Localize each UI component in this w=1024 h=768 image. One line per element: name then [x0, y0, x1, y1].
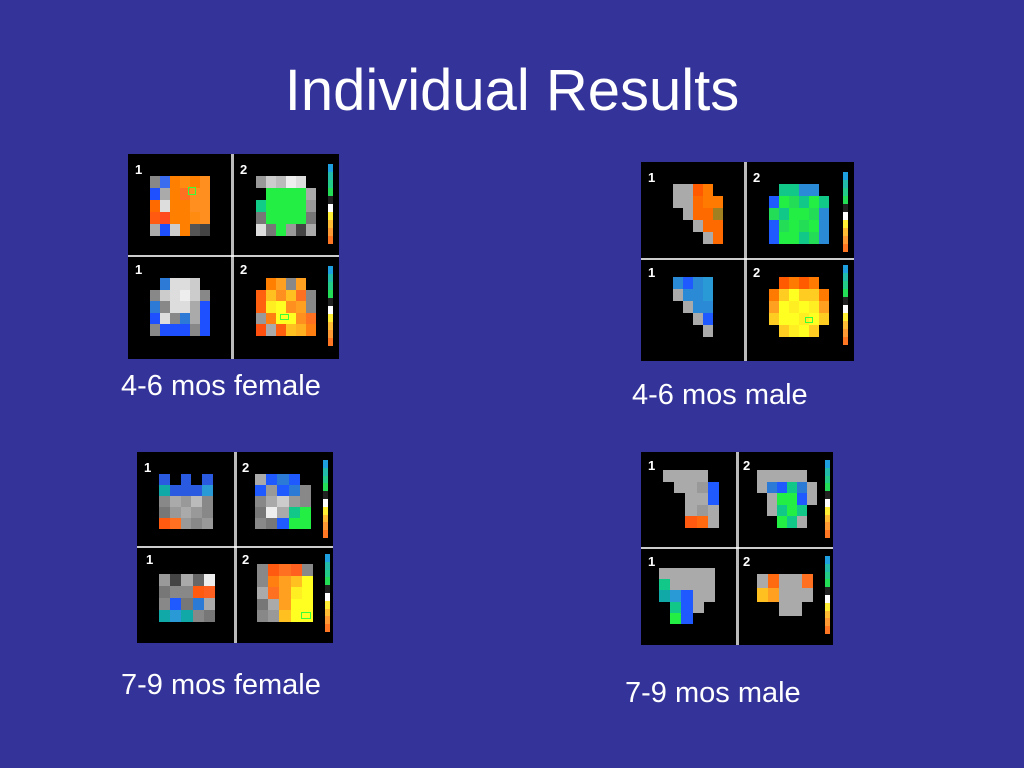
panel-label-2: 2 — [240, 162, 248, 177]
activation-map — [255, 474, 311, 529]
panel-label-1: 1 — [135, 262, 143, 277]
panel-label-2: 2 — [242, 460, 250, 475]
panel-label-2: 2 — [743, 554, 751, 569]
activation-map — [769, 184, 829, 244]
activation-map — [757, 574, 813, 616]
color-scale — [328, 266, 333, 346]
panel-label-2: 2 — [242, 552, 250, 567]
activation-map — [769, 277, 829, 337]
color-scale — [825, 460, 830, 538]
activation-map — [659, 568, 715, 624]
panel-label-2: 2 — [753, 265, 761, 280]
caption-7-9-mos-female: 7-9 mos female — [121, 669, 321, 701]
color-scale — [825, 556, 830, 634]
caption-4-6-mos-female: 4-6 mos female — [121, 370, 321, 402]
panel-label-2: 2 — [743, 458, 751, 473]
panel-label-2: 2 — [240, 262, 248, 277]
panel-label-1: 1 — [648, 170, 656, 185]
activation-map — [256, 176, 316, 236]
panel-label-1: 1 — [135, 162, 143, 177]
activation-map — [663, 277, 723, 337]
figure-7-9-mos-female: 1 2 1 2 — [137, 452, 333, 643]
color-scale — [325, 554, 330, 632]
panel-label-1: 1 — [648, 554, 656, 569]
activation-map — [159, 574, 215, 622]
color-scale — [843, 265, 848, 345]
activation-map — [663, 470, 719, 528]
color-scale — [323, 460, 328, 538]
figure-4-6-mos-female: 1 2 1 2 — [128, 154, 339, 359]
activation-map — [757, 470, 817, 528]
caption-7-9-mos-male: 7-9 mos male — [625, 677, 801, 709]
activation-map — [257, 564, 313, 622]
activation-map — [663, 184, 723, 244]
panel-label-1: 1 — [146, 552, 154, 567]
color-scale — [328, 164, 333, 244]
panel-label-1: 1 — [648, 265, 656, 280]
panel-label-1: 1 — [144, 460, 152, 475]
panel-label-2: 2 — [753, 170, 761, 185]
slide-title: Individual Results — [284, 58, 740, 123]
caption-4-6-mos-male: 4-6 mos male — [632, 379, 808, 411]
figure-7-9-mos-male: 1 2 1 2 — [641, 452, 833, 645]
activation-map — [159, 474, 213, 529]
activation-map — [256, 278, 316, 336]
figure-4-6-mos-male: 1 2 1 2 — [641, 162, 854, 361]
activation-map — [150, 176, 210, 236]
color-scale — [843, 172, 848, 252]
activation-map — [150, 278, 210, 336]
panel-label-1: 1 — [648, 458, 656, 473]
